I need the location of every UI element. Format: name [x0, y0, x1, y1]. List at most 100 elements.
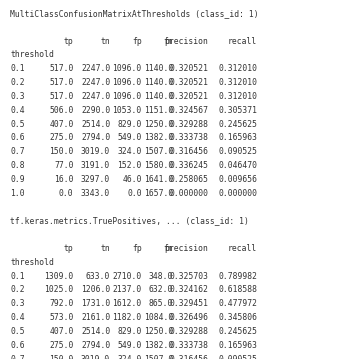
Text: 0.1: 0.1	[10, 64, 25, 73]
Text: 0.316456: 0.316456	[169, 147, 208, 156]
Text: 0.090525: 0.090525	[218, 354, 257, 359]
Text: 0.336245: 0.336245	[169, 161, 208, 170]
Text: 0.4: 0.4	[10, 313, 25, 322]
Text: 0.1: 0.1	[10, 271, 25, 281]
Text: 633.0: 633.0	[86, 271, 110, 281]
Text: fp: fp	[132, 244, 142, 253]
Text: 0.5: 0.5	[10, 120, 25, 129]
Text: 2794.0: 2794.0	[81, 341, 110, 350]
Text: 0.000000: 0.000000	[218, 188, 257, 198]
Text: 632.0: 632.0	[149, 285, 173, 294]
Text: 0.325703: 0.325703	[169, 271, 208, 281]
Text: 0.6: 0.6	[10, 133, 25, 143]
Text: 1096.0: 1096.0	[112, 78, 142, 87]
Text: 150.0: 150.0	[49, 147, 74, 156]
Text: 0.312010: 0.312010	[218, 92, 257, 101]
Text: 0.5: 0.5	[10, 327, 25, 336]
Text: recall: recall	[228, 244, 257, 253]
Text: 0.000000: 0.000000	[169, 188, 208, 198]
Text: 829.0: 829.0	[117, 327, 142, 336]
Text: 0.258065: 0.258065	[169, 175, 208, 184]
Text: 549.0: 549.0	[117, 133, 142, 143]
Text: 1580.0: 1580.0	[144, 161, 173, 170]
Text: 2710.0: 2710.0	[112, 271, 142, 281]
Text: tp: tp	[64, 244, 74, 253]
Text: 0.165963: 0.165963	[218, 133, 257, 143]
Text: threshold: threshold	[10, 51, 54, 60]
Text: 0.333738: 0.333738	[169, 341, 208, 350]
Text: 0.329288: 0.329288	[169, 120, 208, 129]
Text: tf.keras.metrics.TruePositives, ... (class_id: 1): tf.keras.metrics.TruePositives, ... (cla…	[10, 216, 249, 225]
Text: 3019.0: 3019.0	[81, 147, 110, 156]
Text: 0.345806: 0.345806	[218, 313, 257, 322]
Text: 1096.0: 1096.0	[112, 92, 142, 101]
Text: 0.316456: 0.316456	[169, 354, 208, 359]
Text: 1641.0: 1641.0	[144, 175, 173, 184]
Text: fn: fn	[163, 244, 173, 253]
Text: 1382.0: 1382.0	[144, 341, 173, 350]
Text: 1096.0: 1096.0	[112, 64, 142, 73]
Text: 0.333738: 0.333738	[169, 133, 208, 143]
Text: 275.0: 275.0	[49, 133, 74, 143]
Text: 1140.0: 1140.0	[144, 92, 173, 101]
Text: 0.7: 0.7	[10, 147, 25, 156]
Text: 1151.0: 1151.0	[144, 106, 173, 115]
Text: 0.329288: 0.329288	[169, 327, 208, 336]
Text: 1309.0: 1309.0	[44, 271, 74, 281]
Text: 865.0: 865.0	[149, 299, 173, 308]
Text: 1053.0: 1053.0	[112, 106, 142, 115]
Text: 2247.0: 2247.0	[81, 64, 110, 73]
Text: tn: tn	[100, 37, 110, 46]
Text: 1206.0: 1206.0	[81, 285, 110, 294]
Text: 0.477972: 0.477972	[218, 299, 257, 308]
Text: 0.320521: 0.320521	[169, 64, 208, 73]
Text: 0.8: 0.8	[10, 161, 25, 170]
Text: 275.0: 275.0	[49, 341, 74, 350]
Text: fn: fn	[163, 37, 173, 46]
Text: 2137.0: 2137.0	[112, 285, 142, 294]
Text: 0.324567: 0.324567	[169, 106, 208, 115]
Text: 3019.0: 3019.0	[81, 354, 110, 359]
Text: 0.305371: 0.305371	[218, 106, 257, 115]
Text: 3343.0: 3343.0	[81, 188, 110, 198]
Text: 3191.0: 3191.0	[81, 161, 110, 170]
Text: 0.7: 0.7	[10, 354, 25, 359]
Text: 77.0: 77.0	[54, 161, 74, 170]
Text: 16.0: 16.0	[54, 175, 74, 184]
Text: 1025.0: 1025.0	[44, 285, 74, 294]
Text: 573.0: 573.0	[49, 313, 74, 322]
Text: 407.0: 407.0	[49, 327, 74, 336]
Text: 517.0: 517.0	[49, 78, 74, 87]
Text: 0.312010: 0.312010	[218, 64, 257, 73]
Text: 3297.0: 3297.0	[81, 175, 110, 184]
Text: 0.009656: 0.009656	[218, 175, 257, 184]
Text: 0.165963: 0.165963	[218, 341, 257, 350]
Text: 407.0: 407.0	[49, 120, 74, 129]
Text: 0.3: 0.3	[10, 92, 25, 101]
Text: precision: precision	[164, 244, 208, 253]
Text: 1140.0: 1140.0	[144, 64, 173, 73]
Text: 0.245625: 0.245625	[218, 120, 257, 129]
Text: 0.312010: 0.312010	[218, 78, 257, 87]
Text: tp: tp	[64, 37, 74, 46]
Text: threshold: threshold	[10, 258, 54, 267]
Text: 2247.0: 2247.0	[81, 78, 110, 87]
Text: 1657.0: 1657.0	[144, 188, 173, 198]
Text: fp: fp	[132, 37, 142, 46]
Text: 517.0: 517.0	[49, 64, 74, 73]
Text: 0.324162: 0.324162	[169, 285, 208, 294]
Text: 1.0: 1.0	[10, 188, 25, 198]
Text: 0.329451: 0.329451	[169, 299, 208, 308]
Text: 2514.0: 2514.0	[81, 120, 110, 129]
Text: 792.0: 792.0	[49, 299, 74, 308]
Text: 0.320521: 0.320521	[169, 92, 208, 101]
Text: 0.9: 0.9	[10, 175, 25, 184]
Text: 348.0: 348.0	[149, 271, 173, 281]
Text: 549.0: 549.0	[117, 341, 142, 350]
Text: 2794.0: 2794.0	[81, 133, 110, 143]
Text: 2161.0: 2161.0	[81, 313, 110, 322]
Text: 0.326496: 0.326496	[169, 313, 208, 322]
Text: 1140.0: 1140.0	[144, 78, 173, 87]
Text: 324.0: 324.0	[117, 147, 142, 156]
Text: 150.0: 150.0	[49, 354, 74, 359]
